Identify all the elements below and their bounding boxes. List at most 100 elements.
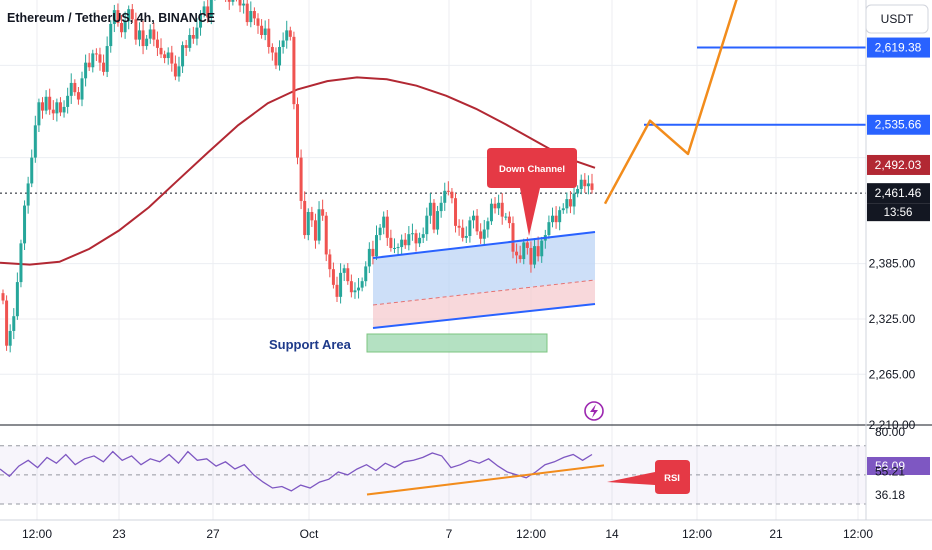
y-tick-label: 2,265.00 <box>869 367 916 381</box>
rsi-value-text: 56.09 <box>875 459 905 473</box>
candle-body <box>48 96 52 110</box>
candle-body <box>364 266 368 282</box>
price-label-box <box>867 114 930 135</box>
candle-body <box>177 66 181 77</box>
candle-body <box>152 29 156 40</box>
price-label-text: 2,492.03 <box>875 158 922 172</box>
candle-body <box>260 25 264 35</box>
candle-body <box>191 34 195 39</box>
candle-body <box>479 231 483 239</box>
candle-body <box>19 243 23 283</box>
candle-body <box>385 216 389 238</box>
candle-body <box>33 125 37 158</box>
candle-body <box>375 235 379 257</box>
candle-body <box>371 248 375 257</box>
candle-body <box>173 63 177 77</box>
lightning-icon[interactable] <box>584 401 604 421</box>
candle-body <box>529 247 533 265</box>
candle-body <box>313 220 317 241</box>
candle-body <box>418 237 422 244</box>
candle-body <box>561 208 565 211</box>
x-tick-label: 27 <box>206 527 220 541</box>
candle-body <box>554 215 558 223</box>
candle-body <box>586 183 590 187</box>
candle-body <box>497 202 501 209</box>
candle-body <box>403 239 407 246</box>
candle-body <box>540 240 544 257</box>
candle-body <box>525 242 529 248</box>
candle-body <box>515 251 519 256</box>
candle-body <box>238 0 242 6</box>
candle-body <box>155 39 159 48</box>
candle-body <box>159 47 163 55</box>
candle-body <box>342 268 346 273</box>
currency-button-label[interactable]: USDT <box>881 12 914 26</box>
candle-body <box>407 234 411 246</box>
candle-body <box>12 316 16 331</box>
candle-body <box>58 102 62 113</box>
candle-body <box>353 290 357 293</box>
candle-body <box>256 18 260 26</box>
candle-body <box>278 46 282 66</box>
candle-body <box>1 293 5 301</box>
candle-body <box>227 0 231 2</box>
candle-body <box>134 19 138 40</box>
candle-body <box>209 0 213 18</box>
candle-body <box>421 234 425 238</box>
candle-body <box>522 242 526 260</box>
candle-body <box>331 269 335 285</box>
candle-body <box>51 109 55 114</box>
candle-body <box>389 237 393 248</box>
candle-body <box>457 225 461 228</box>
channel-lower-fill <box>373 280 595 328</box>
candle-body <box>15 282 19 317</box>
candle-body <box>321 209 325 216</box>
candle-body <box>66 95 70 107</box>
candle-body <box>533 246 537 265</box>
candle-body <box>163 54 167 59</box>
candle-body <box>202 6 206 14</box>
candle-body <box>504 216 508 218</box>
candle-body <box>296 104 299 158</box>
price-label-box <box>867 183 930 204</box>
rsi-tick-label: 55.21 <box>875 465 905 479</box>
candle-body <box>346 268 350 282</box>
x-tick-label: 12:00 <box>516 527 546 541</box>
candle-body <box>181 45 185 67</box>
candle-body <box>76 92 80 100</box>
candle-body <box>306 212 310 236</box>
candle-body <box>26 183 30 206</box>
candle-body <box>349 281 353 293</box>
candle-body <box>145 38 149 47</box>
candle-body <box>475 215 479 232</box>
x-tick-label: 12:00 <box>843 527 873 541</box>
rsi-trendline <box>366 464 605 496</box>
rsi-value-box <box>867 456 930 475</box>
candle-body <box>450 191 454 199</box>
moving-average <box>0 76 596 266</box>
rsi-pane: 56.09 <box>0 445 930 505</box>
candle-body <box>536 246 540 257</box>
price-label-text: 2,619.38 <box>875 41 922 55</box>
candle-body <box>267 28 271 47</box>
candle-body <box>252 11 256 19</box>
candle-body <box>166 52 170 59</box>
currency-button[interactable] <box>865 4 929 34</box>
candle-body <box>454 198 458 226</box>
candle-body <box>482 229 486 239</box>
candle-body <box>550 215 554 223</box>
candle-body <box>84 62 88 79</box>
candle-body <box>328 254 332 270</box>
candle-body <box>464 235 468 238</box>
x-tick-label: 7 <box>446 527 453 541</box>
candle-body <box>324 215 328 255</box>
candle-series <box>1 0 594 353</box>
candle-body <box>148 29 152 39</box>
candle-body <box>141 30 145 47</box>
candle-body <box>206 6 210 18</box>
candle-body <box>120 23 124 33</box>
candle-body <box>37 102 41 126</box>
candle-body <box>367 248 371 267</box>
